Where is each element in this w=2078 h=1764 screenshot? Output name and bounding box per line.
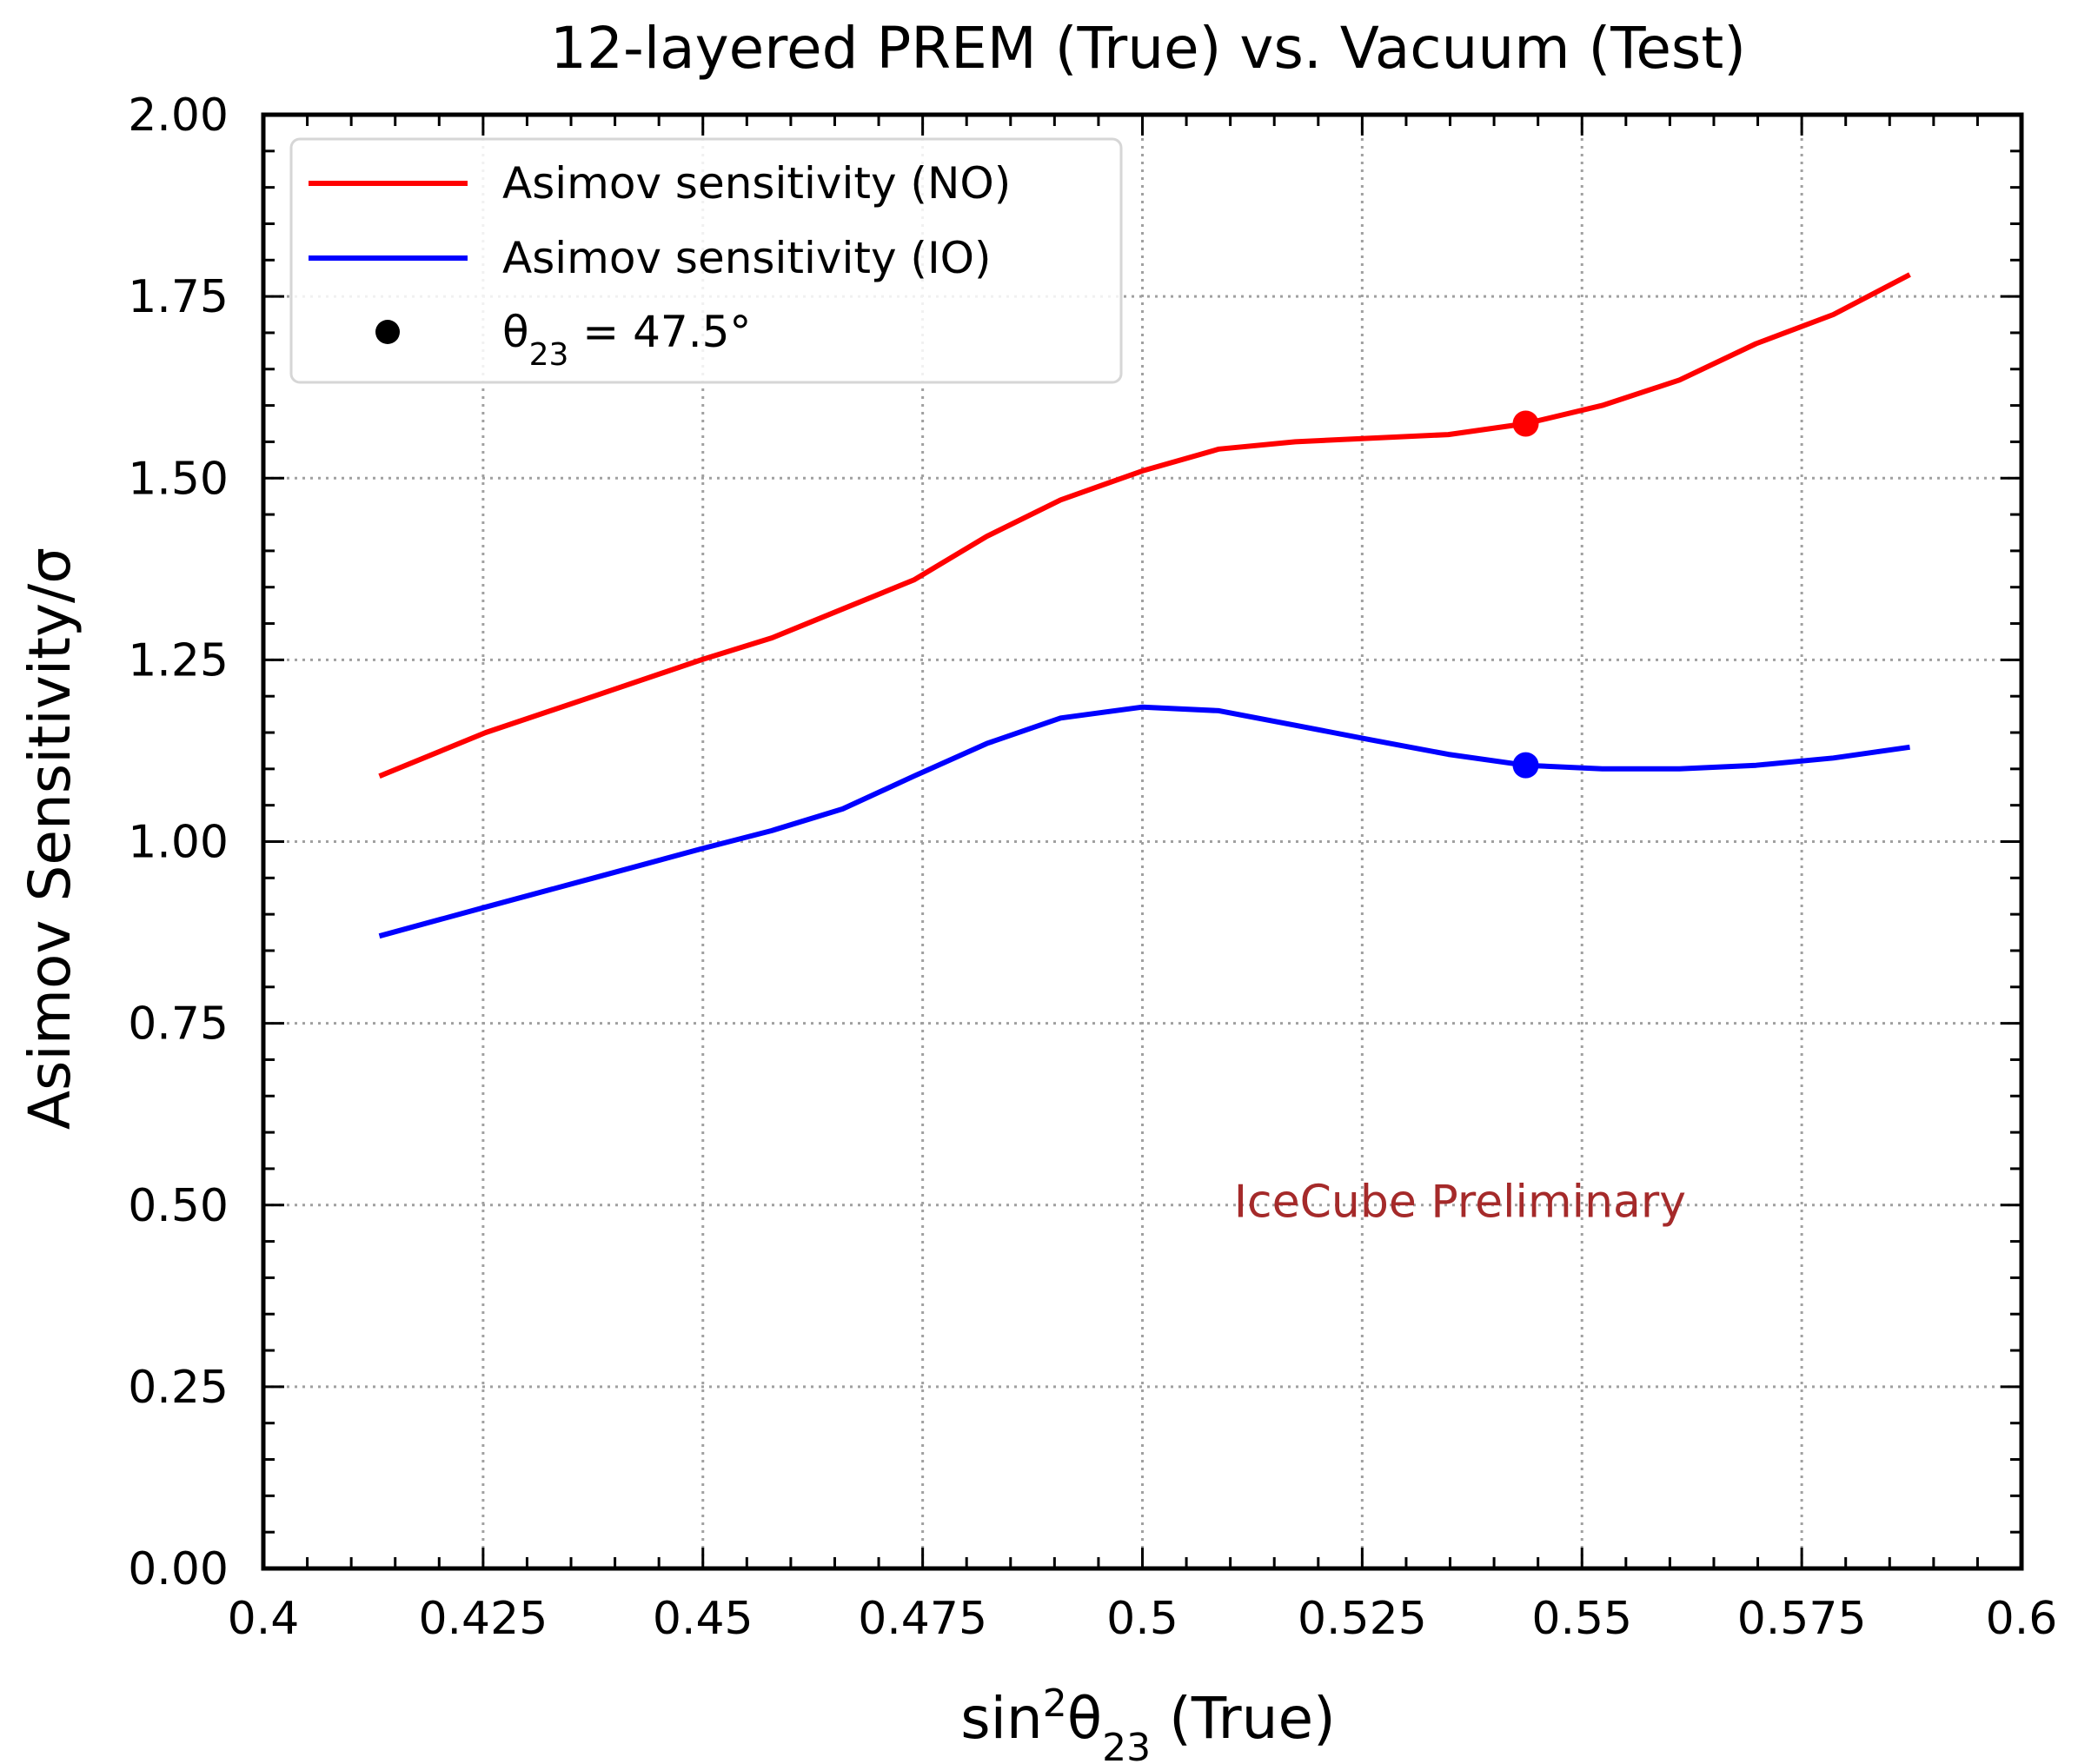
y-axis-title: Asimov Sensitivity/σ — [17, 547, 83, 1130]
legend-label-theta: θ23 = 47.5° — [502, 307, 751, 373]
x-axis-title-sub: 23 — [1102, 1726, 1151, 1764]
y-tick-label: 0.00 — [128, 1543, 229, 1595]
series-line-io — [378, 704, 1910, 939]
legend-label-theta-suffix: = 47.5° — [568, 307, 751, 357]
x-tick-label: 0.55 — [1531, 1593, 1632, 1645]
ticks — [262, 113, 2023, 1570]
marker-layer — [1512, 410, 1539, 779]
y-tick-label: 0.50 — [128, 1180, 229, 1232]
series-layer — [378, 272, 1911, 939]
legend-box — [289, 137, 1123, 384]
legend-marker-theta — [375, 320, 400, 344]
icecube-preliminary-annotation: IceCube Preliminary — [1234, 1177, 1686, 1229]
y-tick-label: 0.25 — [128, 1362, 229, 1414]
y-tick-label: 1.00 — [128, 817, 229, 869]
legend: Asimov sensitivity (NO) Asimov sensitivi… — [289, 137, 1123, 384]
x-axis-title-suffix: (True) — [1151, 1685, 1336, 1752]
x-axis-title-theta: θ — [1067, 1685, 1102, 1752]
legend-label-theta-prefix: θ — [502, 307, 529, 357]
chart-title: 12-layered PREM (True) vs. Vacuum (Test) — [550, 15, 1746, 82]
x-tick-label: 0.525 — [1298, 1593, 1427, 1645]
x-tick-label: 0.45 — [653, 1593, 754, 1645]
y-tick-label: 1.75 — [128, 271, 229, 323]
grid — [263, 115, 2022, 1568]
y-tick-label: 0.75 — [128, 998, 229, 1051]
x-tick-label: 0.5 — [1106, 1593, 1178, 1645]
theta-marker-io — [1512, 752, 1539, 779]
legend-label-no: Asimov sensitivity (NO) — [502, 158, 1011, 209]
x-tick-label: 0.6 — [1986, 1593, 2058, 1645]
theta-marker-no — [1512, 410, 1539, 437]
x-axis-title-main: sin — [960, 1685, 1043, 1752]
y-tick-label: 2.00 — [128, 90, 229, 142]
legend-label-theta-sub: 23 — [529, 337, 569, 373]
x-tick-label: 0.475 — [858, 1593, 987, 1645]
series-line-no — [378, 272, 1911, 779]
x-tick-labels: 0.4 0.425 0.45 0.475 0.5 0.525 0.55 0.575 0.6 — [228, 1593, 2058, 1645]
legend-label-io: Asimov sensitivity (IO) — [502, 233, 992, 283]
x-axis-title-sup: 2 — [1043, 1681, 1067, 1726]
x-tick-label: 0.575 — [1737, 1593, 1867, 1645]
y-tick-label: 1.50 — [128, 453, 229, 505]
x-axis-title: sin2θ23 (True) — [960, 1681, 1336, 1764]
x-tick-label: 0.4 — [228, 1593, 300, 1645]
y-tick-label: 1.25 — [128, 634, 229, 686]
x-tick-label: 0.425 — [418, 1593, 548, 1645]
y-tick-labels: 0.00 0.25 0.50 0.75 1.00 1.25 1.50 1.75 2.00 — [128, 90, 229, 1595]
